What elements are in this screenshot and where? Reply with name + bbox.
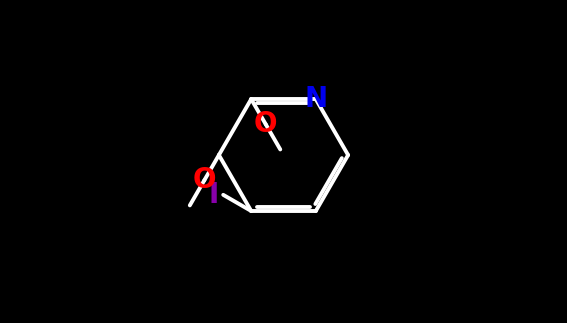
- Text: N: N: [304, 85, 327, 113]
- Text: O: O: [254, 110, 277, 138]
- Text: O: O: [193, 166, 216, 194]
- Text: I: I: [208, 181, 218, 209]
